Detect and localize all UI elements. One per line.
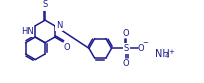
Text: S: S [43, 0, 48, 9]
Text: HN: HN [21, 27, 33, 36]
Text: O: O [123, 59, 130, 68]
Text: −: − [142, 40, 148, 46]
Text: O: O [138, 44, 145, 53]
Text: O: O [123, 28, 130, 38]
Text: N: N [56, 21, 62, 30]
Text: S: S [124, 44, 129, 53]
Text: NH: NH [155, 49, 170, 59]
Text: +: + [168, 49, 174, 55]
Text: 4: 4 [164, 53, 169, 59]
Text: O: O [64, 43, 71, 52]
